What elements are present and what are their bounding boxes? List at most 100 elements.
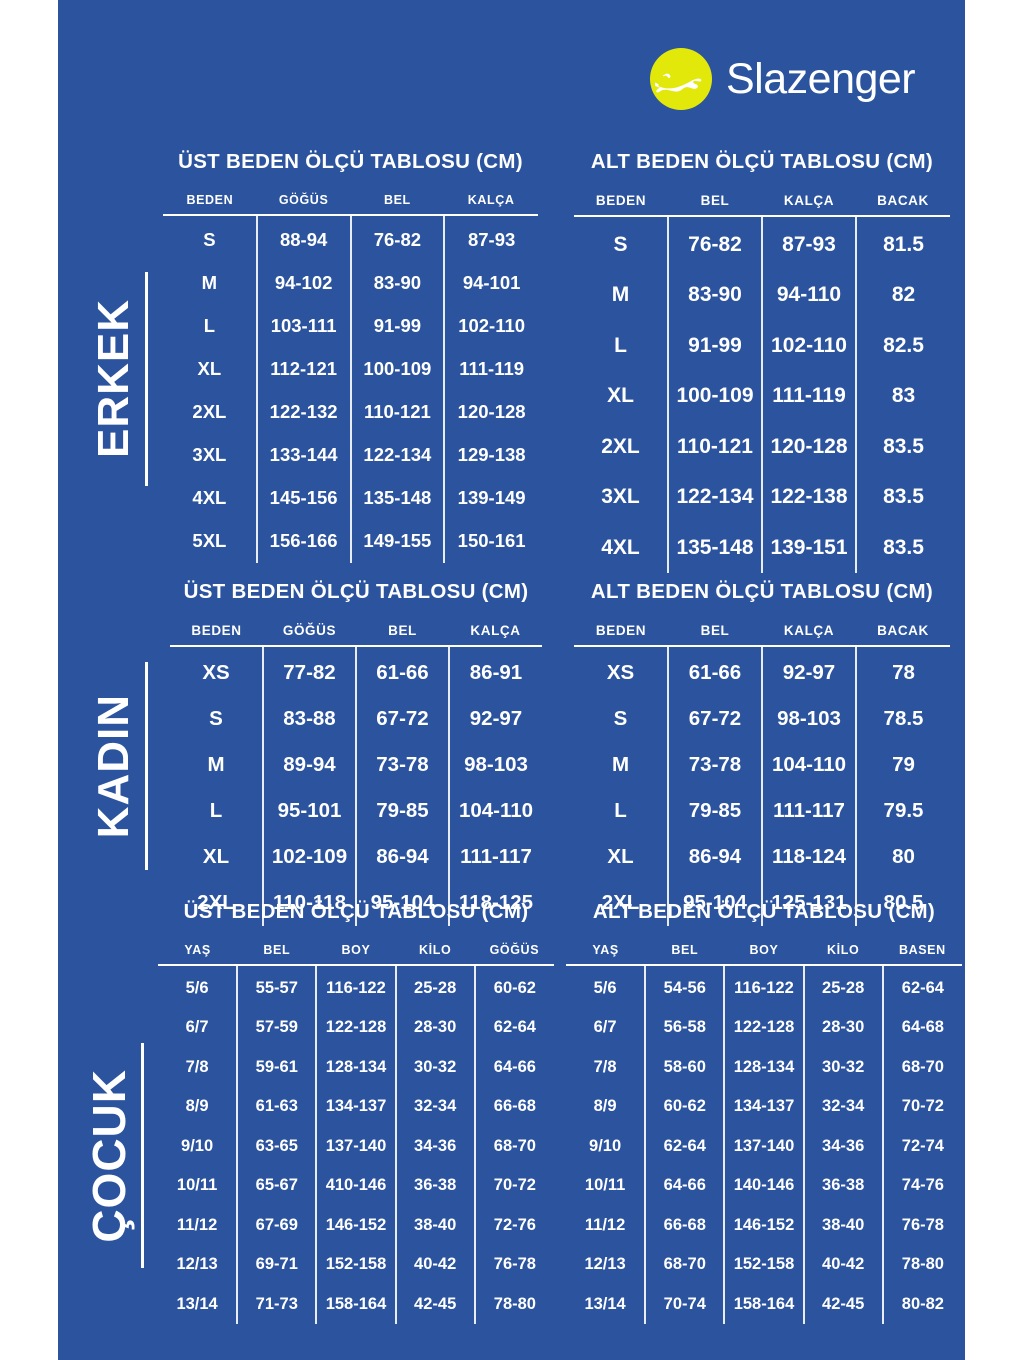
table-header-row: BEDEN BEL KALÇA BACAK (574, 622, 950, 647)
table-row: XL 86-94 118-124 80 (574, 833, 950, 880)
table-block-kids-top: ÜST BEDEN ÖLÇÜ TABLOSU (CM) YAŞ BEL BOY KİL… (158, 901, 554, 1324)
measurement-cell: 68-70 (473, 1126, 554, 1166)
table-row: S 83-88 67-72 92-97 (170, 695, 542, 742)
measurement-cell: 111-117 (448, 833, 542, 880)
size-cell: XL (607, 844, 634, 868)
column-header: GÖĞÜS (263, 622, 356, 647)
size-cell: 6/7 (593, 1018, 617, 1037)
measurement-cell: 66-68 (644, 1205, 725, 1245)
size-cell: 5XL (192, 530, 227, 551)
size-cell: M (207, 752, 225, 776)
table-row: L 79-85 111-117 79.5 (574, 787, 950, 834)
measurement-cell: 98-103 (761, 695, 856, 742)
measurement-cell: 152-158 (315, 1245, 396, 1285)
table-row: 7/8 59-61 128-134 30-32 64-66 (158, 1047, 554, 1087)
measurement-cell: 134-137 (315, 1087, 396, 1127)
column-header: KALÇA (762, 192, 856, 217)
column-header: BEL (668, 192, 762, 217)
table-row: 6/7 57-59 122-128 28-30 62-64 (158, 1008, 554, 1048)
table-row: M 83-90 94-110 82 (574, 270, 950, 321)
measurement-cell: 82 (855, 270, 950, 321)
measurement-cell: 83-90 (349, 261, 445, 305)
measurement-cell: 111-117 (761, 787, 856, 834)
measurement-cell: 89-94 (262, 741, 356, 788)
measurement-cell: 83.5 (855, 472, 950, 523)
measurement-cell: 94-110 (761, 270, 856, 321)
measurement-cell: 158-164 (315, 1284, 396, 1324)
size-table: YAŞ BEL BOY KİLO GÖĞÜS 5/6 55-57 116-122 25-28 60… (158, 942, 554, 1324)
measurement-cell: 38-40 (394, 1205, 475, 1245)
measurement-cell: 67-69 (236, 1205, 317, 1245)
size-cell: 10/11 (584, 1176, 626, 1195)
size-cell: 5/6 (593, 978, 617, 997)
measurement-cell: 91-99 (349, 304, 445, 348)
measurement-cell: 86-94 (355, 833, 449, 880)
table-row: 2XL 110-118 95-104 118-125 (170, 879, 542, 926)
size-table: BEDEN BEL KALÇA BACAK XS 61-66 92-97 78 S 67-72 98… (574, 622, 950, 926)
size-cell: 2XL (601, 434, 640, 458)
column-header: BEL (645, 942, 725, 966)
measurement-cell: 76-78 (881, 1205, 962, 1245)
measurement-cell: 64-66 (644, 1166, 725, 1206)
measurement-cell: 139-149 (443, 476, 538, 520)
measurement-cell: 92-97 (761, 645, 856, 696)
table-row: 2XL 95-104 125-131 80.5 (574, 879, 950, 926)
size-table: YAŞ BEL BOY KİLO BASEN 5/6 54-56 116-122 25-28 62… (566, 942, 962, 1324)
measurement-cell: 68-70 (881, 1047, 962, 1087)
measurement-cell: 122-138 (761, 472, 856, 523)
measurement-cell: 62-64 (881, 964, 962, 1008)
measurement-cell: 140-146 (723, 1166, 804, 1206)
measurement-cell: 76-82 (349, 214, 445, 262)
measurement-cell: 28-30 (394, 1008, 475, 1048)
measurement-cell: 30-32 (394, 1047, 475, 1087)
size-cell: 6/7 (185, 1018, 209, 1037)
column-header: GÖĞÜS (256, 192, 351, 216)
measurement-cell: 83.5 (855, 421, 950, 472)
measurement-cell: 65-67 (236, 1166, 317, 1206)
size-cell: 12/13 (176, 1255, 218, 1274)
measurement-cell: 92-97 (448, 695, 542, 742)
measurement-cell: 82.5 (855, 320, 950, 371)
table-block-men-bottom: ALT BEDEN ÖLÇÜ TABLOSU (CM) BEDEN BEL KALÇ… (574, 151, 950, 573)
table-header-row: BEDEN GÖĞÜS BEL KALÇA (163, 192, 538, 216)
table-row: 10/11 65-67 410-146 36-38 70-72 (158, 1166, 554, 1206)
measurement-cell: 110-121 (667, 421, 762, 472)
measurement-cell: 125-131 (761, 879, 856, 926)
table-row: 12/13 69-71 152-158 40-42 76-78 (158, 1245, 554, 1285)
table-row: XL 102-109 86-94 111-117 (170, 833, 542, 880)
size-cell: 2XL (197, 890, 235, 914)
measurement-cell: 78-80 (473, 1284, 554, 1324)
measurement-cell: 94-102 (255, 261, 351, 305)
measurement-cell: 79.5 (855, 787, 950, 834)
size-cell: 9/10 (589, 1136, 622, 1155)
column-header: KİLO (803, 942, 883, 966)
measurement-cell: 134-137 (723, 1087, 804, 1127)
table-row: XL 112-121 100-109 111-119 (163, 347, 538, 391)
measurement-cell: 120-128 (761, 421, 856, 472)
category-kids-text: ÇOCUK (83, 1068, 135, 1243)
measurement-cell: 56-58 (644, 1008, 725, 1048)
measurement-cell: 88-94 (255, 214, 351, 262)
measurement-cell: 69-71 (236, 1245, 317, 1285)
category-women-rule (145, 662, 148, 870)
brand-name: Slazenger (726, 54, 916, 103)
size-cell: 12/13 (584, 1255, 626, 1274)
size-cell: S (613, 706, 628, 730)
measurement-cell: 64-66 (473, 1047, 554, 1087)
measurement-cell: 100-109 (667, 371, 762, 422)
measurement-cell: 60-62 (473, 964, 554, 1008)
size-cell: 13/14 (176, 1294, 218, 1313)
measurement-cell: 102-110 (443, 304, 538, 348)
measurement-cell: 83 (855, 371, 950, 422)
measurement-cell: 83.5 (855, 522, 950, 573)
measurement-cell: 100-109 (349, 347, 445, 391)
measurement-cell: 40-42 (394, 1245, 475, 1285)
column-header: BEDEN (574, 192, 668, 217)
measurement-cell: 116-122 (315, 964, 396, 1008)
table-header-row: BEDEN BEL KALÇA BACAK (574, 192, 950, 217)
size-cell: S (203, 229, 216, 250)
size-cell: 2XL (601, 890, 640, 914)
measurement-cell: 104-110 (448, 787, 542, 834)
measurement-cell: 79-85 (355, 787, 449, 834)
measurement-cell: 32-34 (802, 1087, 883, 1127)
